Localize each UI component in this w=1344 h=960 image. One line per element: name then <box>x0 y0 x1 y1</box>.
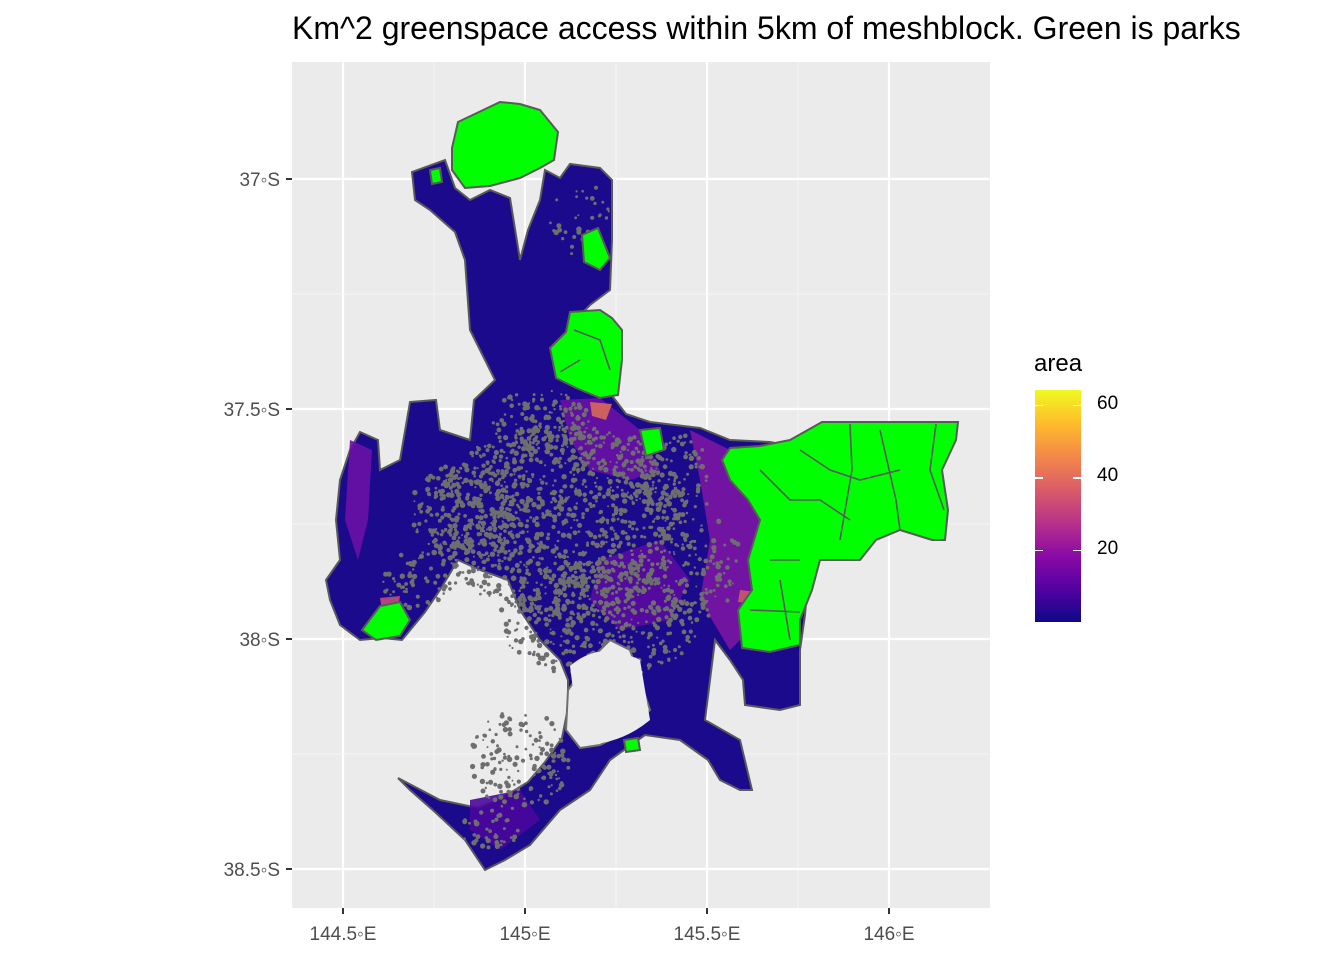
meshblock-outlines <box>382 185 741 850</box>
purple-zone-west <box>345 440 372 560</box>
park-east-small-1 <box>638 426 666 458</box>
x-axis: 144.5◦E 145◦E 145.5◦E 146◦E <box>310 908 915 945</box>
park-small-n <box>428 166 444 186</box>
y-tick-label: 37◦S <box>239 170 280 191</box>
park-north-kinglake <box>451 100 560 190</box>
legend-tick-mark <box>1035 549 1043 551</box>
purple-zone-north <box>560 398 660 480</box>
park-north-2 <box>580 226 612 272</box>
park-west-you-yangs <box>360 600 412 642</box>
legend-tick-mark <box>1073 549 1081 551</box>
park-south-1 <box>622 736 642 754</box>
park-internal-borders <box>559 329 945 641</box>
legend-tick-mark <box>1035 404 1043 406</box>
x-tick-label: 145◦E <box>499 924 550 945</box>
legend-tick-mark <box>1035 477 1043 479</box>
orange-zone-1 <box>590 402 612 420</box>
y-tick-label: 38.5◦S <box>224 860 280 881</box>
x-tick-label: 145.5◦E <box>674 924 741 945</box>
chart-title: Km^2 greenspace access within 5km of mes… <box>292 10 1241 46</box>
y-axis: 37◦S 37.5◦S 38◦S 38.5◦S <box>224 170 292 881</box>
legend-title: area <box>1034 350 1083 377</box>
x-tick-label: 144.5◦E <box>310 924 377 945</box>
legend-colorbar <box>1035 390 1081 622</box>
legend-tick-mark <box>1073 477 1081 479</box>
park-yarra-ranges-north <box>548 308 623 400</box>
y-tick-label: 37.5◦S <box>224 400 280 421</box>
legend-tick-label: 60 <box>1097 392 1119 414</box>
y-tick-label: 38◦S <box>239 630 280 651</box>
legend-tick-mark <box>1073 404 1081 406</box>
legend-tick-label: 20 <box>1097 537 1119 559</box>
bay-open-water <box>570 651 650 745</box>
x-tick-label: 146◦E <box>863 924 914 945</box>
legend-tick-label: 40 <box>1097 465 1119 486</box>
